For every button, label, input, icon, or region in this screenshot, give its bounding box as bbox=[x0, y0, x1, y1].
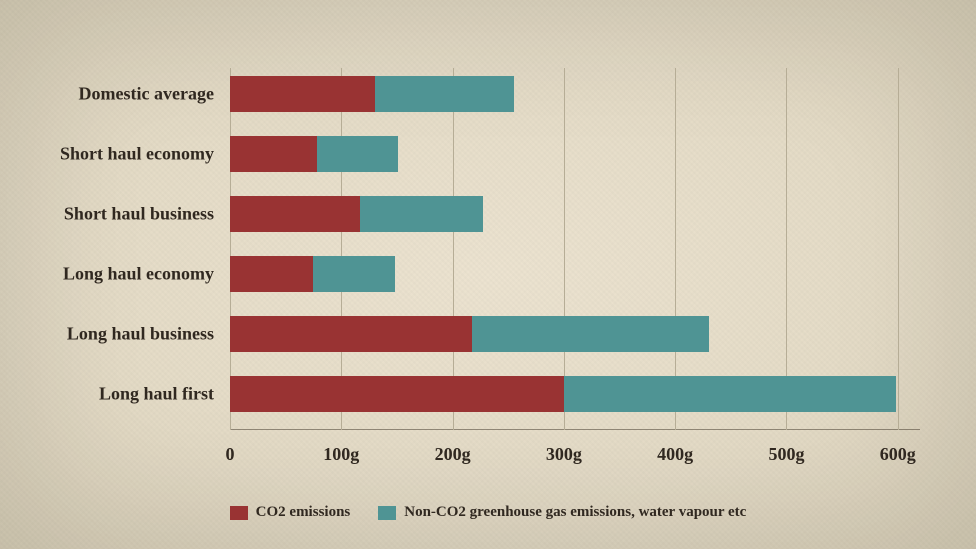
bar-segment-co2 bbox=[230, 76, 375, 112]
legend-label: Non-CO2 greenhouse gas emissions, water … bbox=[404, 504, 746, 521]
bar-row bbox=[230, 256, 395, 292]
bar-segment-nonco2 bbox=[317, 136, 398, 172]
bar-row bbox=[230, 196, 483, 232]
x-tick-label: 100g bbox=[323, 430, 359, 465]
category-label: Short haul economy bbox=[60, 144, 230, 165]
bar-row bbox=[230, 136, 398, 172]
x-tick-label: 500g bbox=[768, 430, 804, 465]
x-tick-label: 400g bbox=[657, 430, 693, 465]
x-tick-label: 0 bbox=[226, 430, 235, 465]
category-label: Short haul business bbox=[64, 204, 230, 225]
legend-swatch bbox=[378, 506, 396, 520]
legend: CO2 emissions Non-CO2 greenhouse gas emis… bbox=[0, 504, 976, 521]
category-label: Domestic average bbox=[79, 84, 230, 105]
category-label: Long haul business bbox=[67, 324, 230, 345]
bar-segment-co2 bbox=[230, 196, 360, 232]
bar-segment-co2 bbox=[230, 316, 472, 352]
bar-row bbox=[230, 376, 896, 412]
legend-item: Non-CO2 greenhouse gas emissions, water … bbox=[378, 504, 746, 521]
x-tick-label: 300g bbox=[546, 430, 582, 465]
bar-segment-nonco2 bbox=[375, 76, 514, 112]
category-label: Long haul first bbox=[99, 384, 230, 405]
plot-area: 0100g200g300g400g500g600gDomestic averag… bbox=[230, 68, 920, 430]
bar-segment-co2 bbox=[230, 136, 317, 172]
bar-row bbox=[230, 316, 709, 352]
x-tick-label: 600g bbox=[880, 430, 916, 465]
bar-segment-co2 bbox=[230, 256, 313, 292]
bar-row bbox=[230, 76, 514, 112]
legend-item: CO2 emissions bbox=[230, 504, 351, 521]
bar-segment-nonco2 bbox=[472, 316, 709, 352]
legend-swatch bbox=[230, 506, 248, 520]
category-label: Long haul economy bbox=[63, 264, 230, 285]
x-gridline bbox=[898, 68, 899, 430]
bar-segment-co2 bbox=[230, 376, 564, 412]
legend-label: CO2 emissions bbox=[256, 504, 351, 521]
bar-segment-nonco2 bbox=[360, 196, 482, 232]
bar-segment-nonco2 bbox=[313, 256, 394, 292]
emissions-bar-chart: 0 100g 200g 300g 400g 500g 600g Domestic averag… bbox=[0, 0, 976, 549]
x-tick-label: 200g bbox=[435, 430, 471, 465]
bar-segment-nonco2 bbox=[564, 376, 896, 412]
